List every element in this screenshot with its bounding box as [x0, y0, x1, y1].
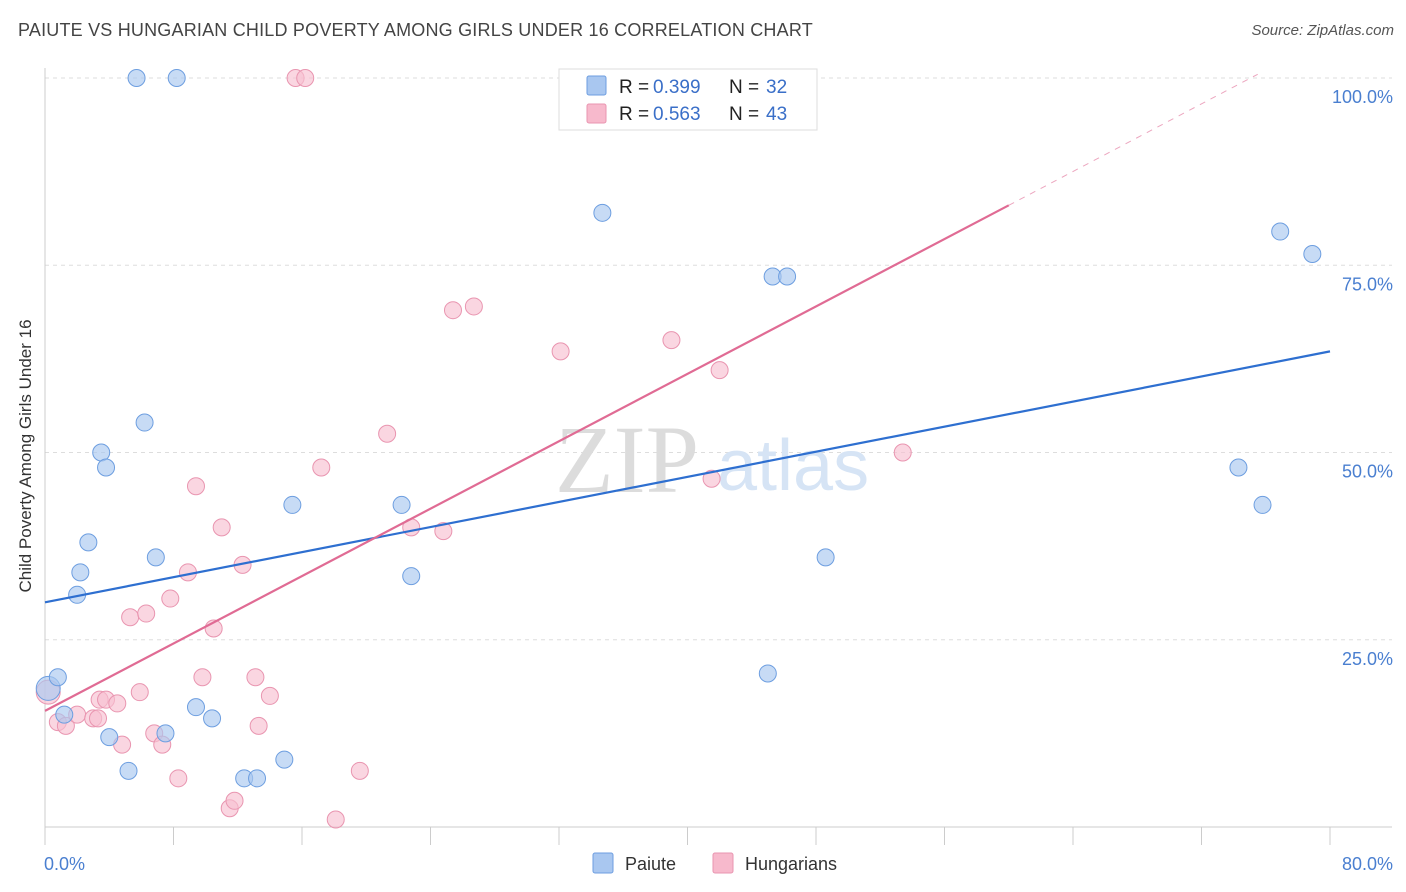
- point-hungarian-25: [246, 668, 265, 687]
- point-hungarian-39: [662, 331, 681, 350]
- point-paiute-31: [1303, 245, 1322, 264]
- point-hungarian-31: [326, 810, 345, 829]
- legend-r-value-paiute: 0.399: [653, 77, 701, 98]
- point-hungarian-15: [161, 589, 180, 608]
- point-hungarian-23: [225, 791, 244, 810]
- point-hungarian-10: [121, 608, 140, 627]
- point-hungarian-41: [710, 361, 729, 380]
- point-paiute-20: [283, 495, 302, 514]
- point-hungarian-5: [89, 709, 108, 728]
- point-paiute-19: [275, 750, 294, 769]
- point-paiute-13: [146, 548, 165, 567]
- point-paiute-21: [392, 495, 411, 514]
- trend-lines: [44, 73, 1331, 712]
- y-tick-label-3: 100.0%: [1332, 87, 1393, 107]
- point-paiute-28: [1229, 458, 1248, 477]
- point-paiute-10: [135, 413, 154, 432]
- legend-bottom-label-paiute: Paiute: [625, 854, 676, 874]
- gridlines: [45, 77, 1392, 641]
- point-hungarian-29: [296, 69, 315, 87]
- legend-r-label-paiute: R =: [619, 77, 649, 98]
- legend-r-label-hungarians: R =: [619, 104, 649, 125]
- trend-line-paiute: [44, 350, 1331, 604]
- trend-line-hungarians: [44, 204, 1010, 712]
- point-paiute-24: [758, 664, 777, 683]
- point-paiute-9: [119, 761, 138, 780]
- legend-n-value-hungarians: 43: [766, 104, 787, 125]
- point-paiute-15: [186, 698, 205, 717]
- point-paiute-16: [203, 709, 222, 728]
- point-paiute-29: [1253, 495, 1272, 514]
- y-tick-label-2: 75.0%: [1342, 274, 1393, 294]
- legend-n-label-paiute: N =: [729, 77, 759, 98]
- point-paiute-26: [778, 267, 797, 286]
- point-paiute-8: [100, 728, 119, 747]
- point-paiute-2: [55, 705, 74, 724]
- point-paiute-14: [156, 724, 175, 743]
- legend-n-value-paiute: 32: [766, 77, 787, 98]
- legend-bottom-swatch-paiute: [592, 852, 614, 874]
- legend-bottom-swatch-hungarians: [712, 852, 734, 874]
- point-hungarian-12: [137, 604, 156, 623]
- x-tick-labels: 0.0% 80.0%: [44, 854, 1393, 874]
- point-hungarian-16: [169, 769, 188, 788]
- point-hungarian-36: [443, 301, 462, 320]
- point-paiute-5: [79, 533, 98, 552]
- legend-top: R = 0.399 N = 32 R = 0.563 N = 43: [558, 68, 818, 131]
- point-hungarian-42: [893, 443, 912, 462]
- point-hungarian-21: [212, 518, 231, 537]
- legend-n-label-hungarians: N =: [729, 104, 759, 125]
- watermark-zip: ZIP: [555, 406, 699, 513]
- point-paiute-27: [816, 548, 835, 567]
- point-paiute-1: [48, 668, 67, 687]
- point-paiute-30: [1271, 222, 1290, 241]
- legend-swatch-paiute: [586, 75, 607, 96]
- point-paiute-12: [167, 69, 186, 87]
- point-hungarian-8: [108, 694, 127, 713]
- x-tick-label-0: 0.0%: [44, 854, 85, 874]
- point-hungarian-18: [186, 477, 205, 496]
- point-hungarian-38: [551, 342, 570, 361]
- point-hungarian-27: [260, 686, 279, 705]
- point-hungarian-26: [249, 716, 268, 735]
- y-tick-label-1: 50.0%: [1342, 462, 1393, 482]
- point-hungarian-33: [378, 424, 397, 443]
- point-paiute-6: [92, 443, 111, 462]
- point-hungarian-40: [702, 469, 721, 488]
- source-label: Source: ZipAtlas.com: [1251, 22, 1394, 39]
- point-hungarian-30: [312, 458, 331, 477]
- point-hungarian-32: [350, 761, 369, 780]
- point-paiute-11: [127, 69, 146, 87]
- legend-r-value-hungarians: 0.563: [653, 104, 701, 125]
- point-paiute-22: [402, 567, 421, 586]
- point-hungarian-37: [464, 297, 483, 316]
- point-hungarian-11: [130, 683, 149, 702]
- legend-swatch-hungarians: [586, 103, 607, 124]
- data-points: [35, 69, 1322, 829]
- trend-line-hungarians-extension: [1008, 73, 1258, 206]
- point-paiute-18: [248, 769, 267, 788]
- chart-title: PAIUTE VS HUNGARIAN CHILD POVERTY AMONG …: [18, 20, 813, 40]
- point-paiute-4: [71, 563, 90, 582]
- legend-bottom: Paiute Hungarians: [592, 852, 837, 874]
- point-paiute-7: [97, 458, 116, 477]
- legend-bottom-label-hungarians: Hungarians: [745, 854, 837, 874]
- y-tick-label-0: 25.0%: [1342, 649, 1393, 669]
- point-paiute-23: [593, 203, 612, 222]
- y-tick-labels: 25.0% 50.0% 75.0% 100.0%: [1332, 87, 1393, 669]
- point-hungarian-35: [434, 522, 453, 541]
- x-tick-label-1: 80.0%: [1342, 854, 1393, 874]
- point-hungarian-19: [193, 668, 212, 687]
